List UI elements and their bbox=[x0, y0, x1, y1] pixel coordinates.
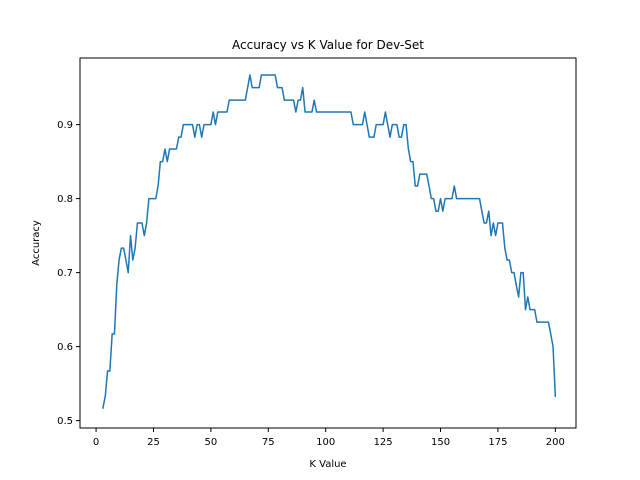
x-tick-label: 125 bbox=[374, 437, 393, 448]
chart-title: Accuracy vs K Value for Dev-Set bbox=[232, 38, 424, 52]
x-tick-label: 50 bbox=[205, 437, 218, 448]
x-tick-label: 0 bbox=[93, 437, 99, 448]
y-tick-label: 0.6 bbox=[57, 342, 73, 353]
axes-frame bbox=[79, 57, 577, 429]
x-tick-label: 25 bbox=[147, 437, 160, 448]
x-tick-label: 150 bbox=[431, 437, 450, 448]
x-tick-label: 75 bbox=[262, 437, 275, 448]
tick-group: 0 25 50 75 100 125 150 175 200 0.5 0.6 0.7 0.8 0.9 bbox=[57, 120, 565, 448]
series-group bbox=[102, 74, 557, 409]
y-axis-label: Accuracy bbox=[31, 220, 42, 266]
y-tick-label: 0.8 bbox=[57, 194, 73, 205]
x-tick-label: 200 bbox=[546, 437, 565, 448]
y-tick-label: 0.7 bbox=[57, 268, 73, 279]
accuracy-series-line bbox=[102, 74, 557, 409]
y-tick-label: 0.5 bbox=[57, 416, 73, 427]
x-axis-label: K Value bbox=[309, 459, 346, 470]
plot-area bbox=[80, 58, 576, 428]
x-tick-label: 100 bbox=[316, 437, 335, 448]
y-tick-label: 0.9 bbox=[57, 120, 73, 131]
x-tick-label: 175 bbox=[488, 437, 507, 448]
